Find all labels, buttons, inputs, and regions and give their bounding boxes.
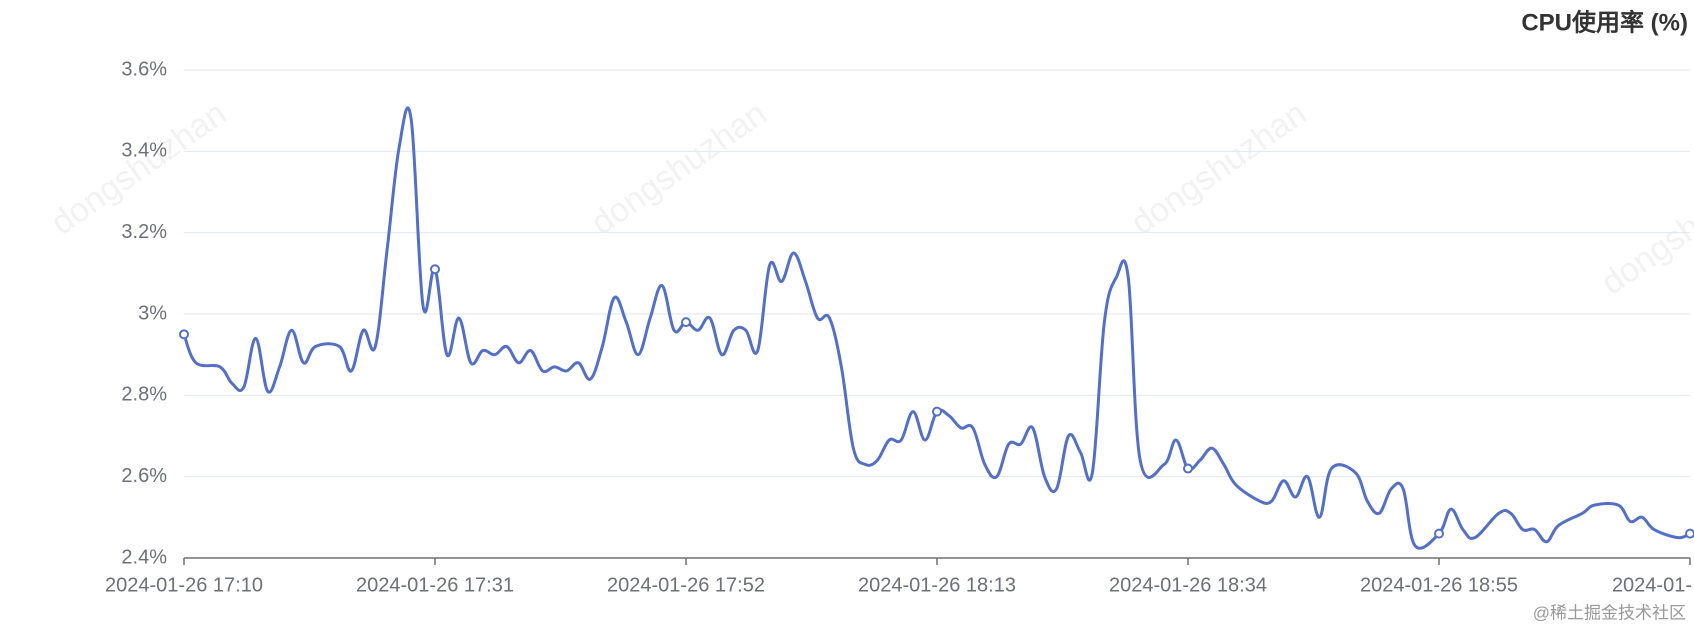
point-marker (681, 317, 691, 328)
point-marker (1434, 528, 1444, 539)
watermark: dongshuzhan (1594, 154, 1694, 302)
y-tick-label: 2.6% (121, 465, 167, 487)
point-marker (430, 264, 440, 275)
point-marker (1183, 463, 1193, 474)
watermark: dongshuzhan (584, 94, 773, 242)
chart-title: CPU使用率 (%) (1521, 8, 1688, 36)
x-tick-label: 2024-01-26 17:10 (105, 574, 263, 596)
x-tick-label: 2024-01-26 17:52 (607, 574, 765, 596)
y-tick-label: 2.4% (121, 546, 167, 568)
line (182, 106, 1691, 550)
point-marker (179, 329, 189, 340)
y-tick-label: 3.6% (121, 58, 167, 80)
y-tick-label: 3.4% (121, 140, 167, 162)
y-tick-label: 3% (138, 302, 167, 324)
point-marker (1685, 528, 1694, 539)
x-tick-label: 2024-01-26 17:31 (356, 574, 514, 596)
point-marker (932, 406, 942, 417)
footer-watermark: @稀土掘金技术社区 (1533, 603, 1686, 622)
y-tick-label: 3.2% (121, 221, 167, 243)
x-tick-label: 2024-01-26 18:55 (1360, 574, 1518, 596)
y-tick-label: 2.8% (121, 384, 167, 406)
x-tick-label: 2024-01- (1612, 574, 1692, 596)
x-tick-label: 2024-01-26 18:13 (858, 574, 1016, 596)
watermark: dongshuzhan (1124, 94, 1313, 242)
x-tick-label: 2024-01-26 18:34 (1109, 574, 1267, 596)
